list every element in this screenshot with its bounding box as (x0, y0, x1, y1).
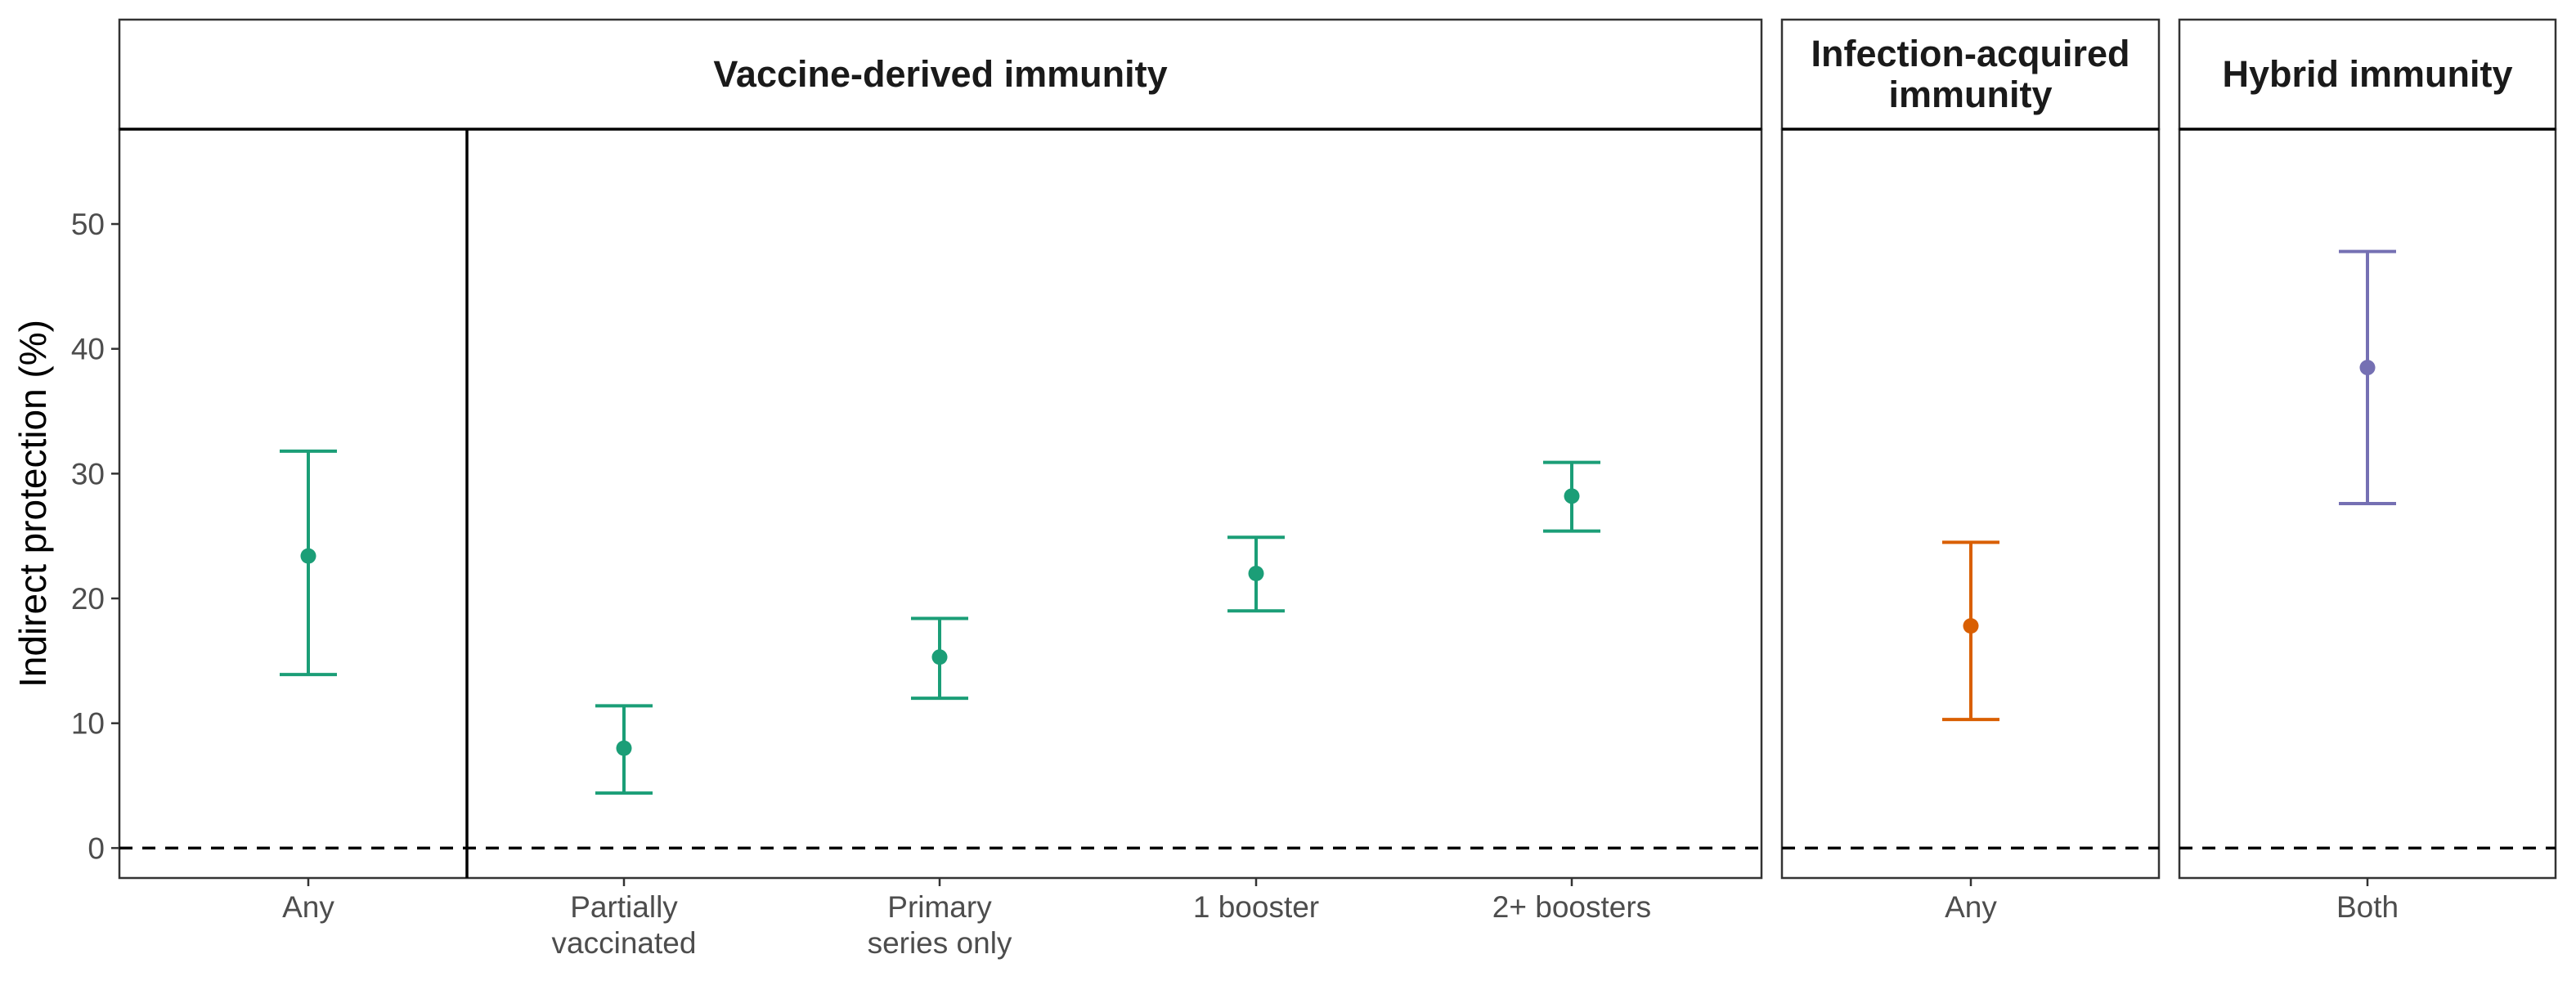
strip-title-vaccine-line-0: Vaccine-derived immunity (713, 53, 1167, 95)
point-vaccine-1 (616, 740, 632, 756)
y-tick-label-50: 50 (71, 208, 105, 241)
strip-hybrid (2178, 18, 2557, 131)
x-tick-label-vaccine-2-line-0: Primary (887, 890, 992, 924)
point-vaccine-2 (931, 649, 948, 665)
point-vaccine-4 (1564, 488, 1580, 504)
x-tick-label-vaccine-4: 2+ boosters (1492, 890, 1651, 924)
y-tick-label-10: 10 (71, 707, 105, 741)
y-tick-label-40: 40 (71, 333, 105, 366)
point-hybrid-0 (2359, 360, 2376, 376)
x-tick-label-hybrid-0: Both (2336, 890, 2399, 924)
panel-vaccine (118, 128, 1763, 880)
strip-title-infection-line-0: Infection-acquired (1811, 33, 2129, 74)
x-tick-label-vaccine-3: 1 booster (1193, 890, 1319, 924)
strip-title-infection-line-1: immunity (1888, 74, 2052, 115)
point-vaccine-0 (300, 548, 316, 564)
x-tick-label-vaccine-1-line-1: vaccinated (552, 926, 697, 960)
y-tick-label-0: 0 (88, 831, 105, 865)
y-tick-label-30: 30 (71, 457, 105, 490)
x-tick-label-vaccine-2-line-1: series only (868, 926, 1012, 960)
point-vaccine-3 (1248, 565, 1264, 581)
point-infection-0 (1963, 618, 1979, 634)
y-tick-label-20: 20 (71, 582, 105, 616)
strip-title-hybrid-line-0: Hybrid immunity (2222, 53, 2512, 95)
y-axis-title: Indirect protection (%) (11, 320, 54, 688)
x-tick-label-infection-0: Any (1945, 890, 1997, 924)
panel-infection (1780, 128, 2161, 880)
x-tick-label-vaccine-1-line-0: Partially (570, 890, 678, 924)
x-tick-label-vaccine-0: Any (282, 890, 334, 924)
